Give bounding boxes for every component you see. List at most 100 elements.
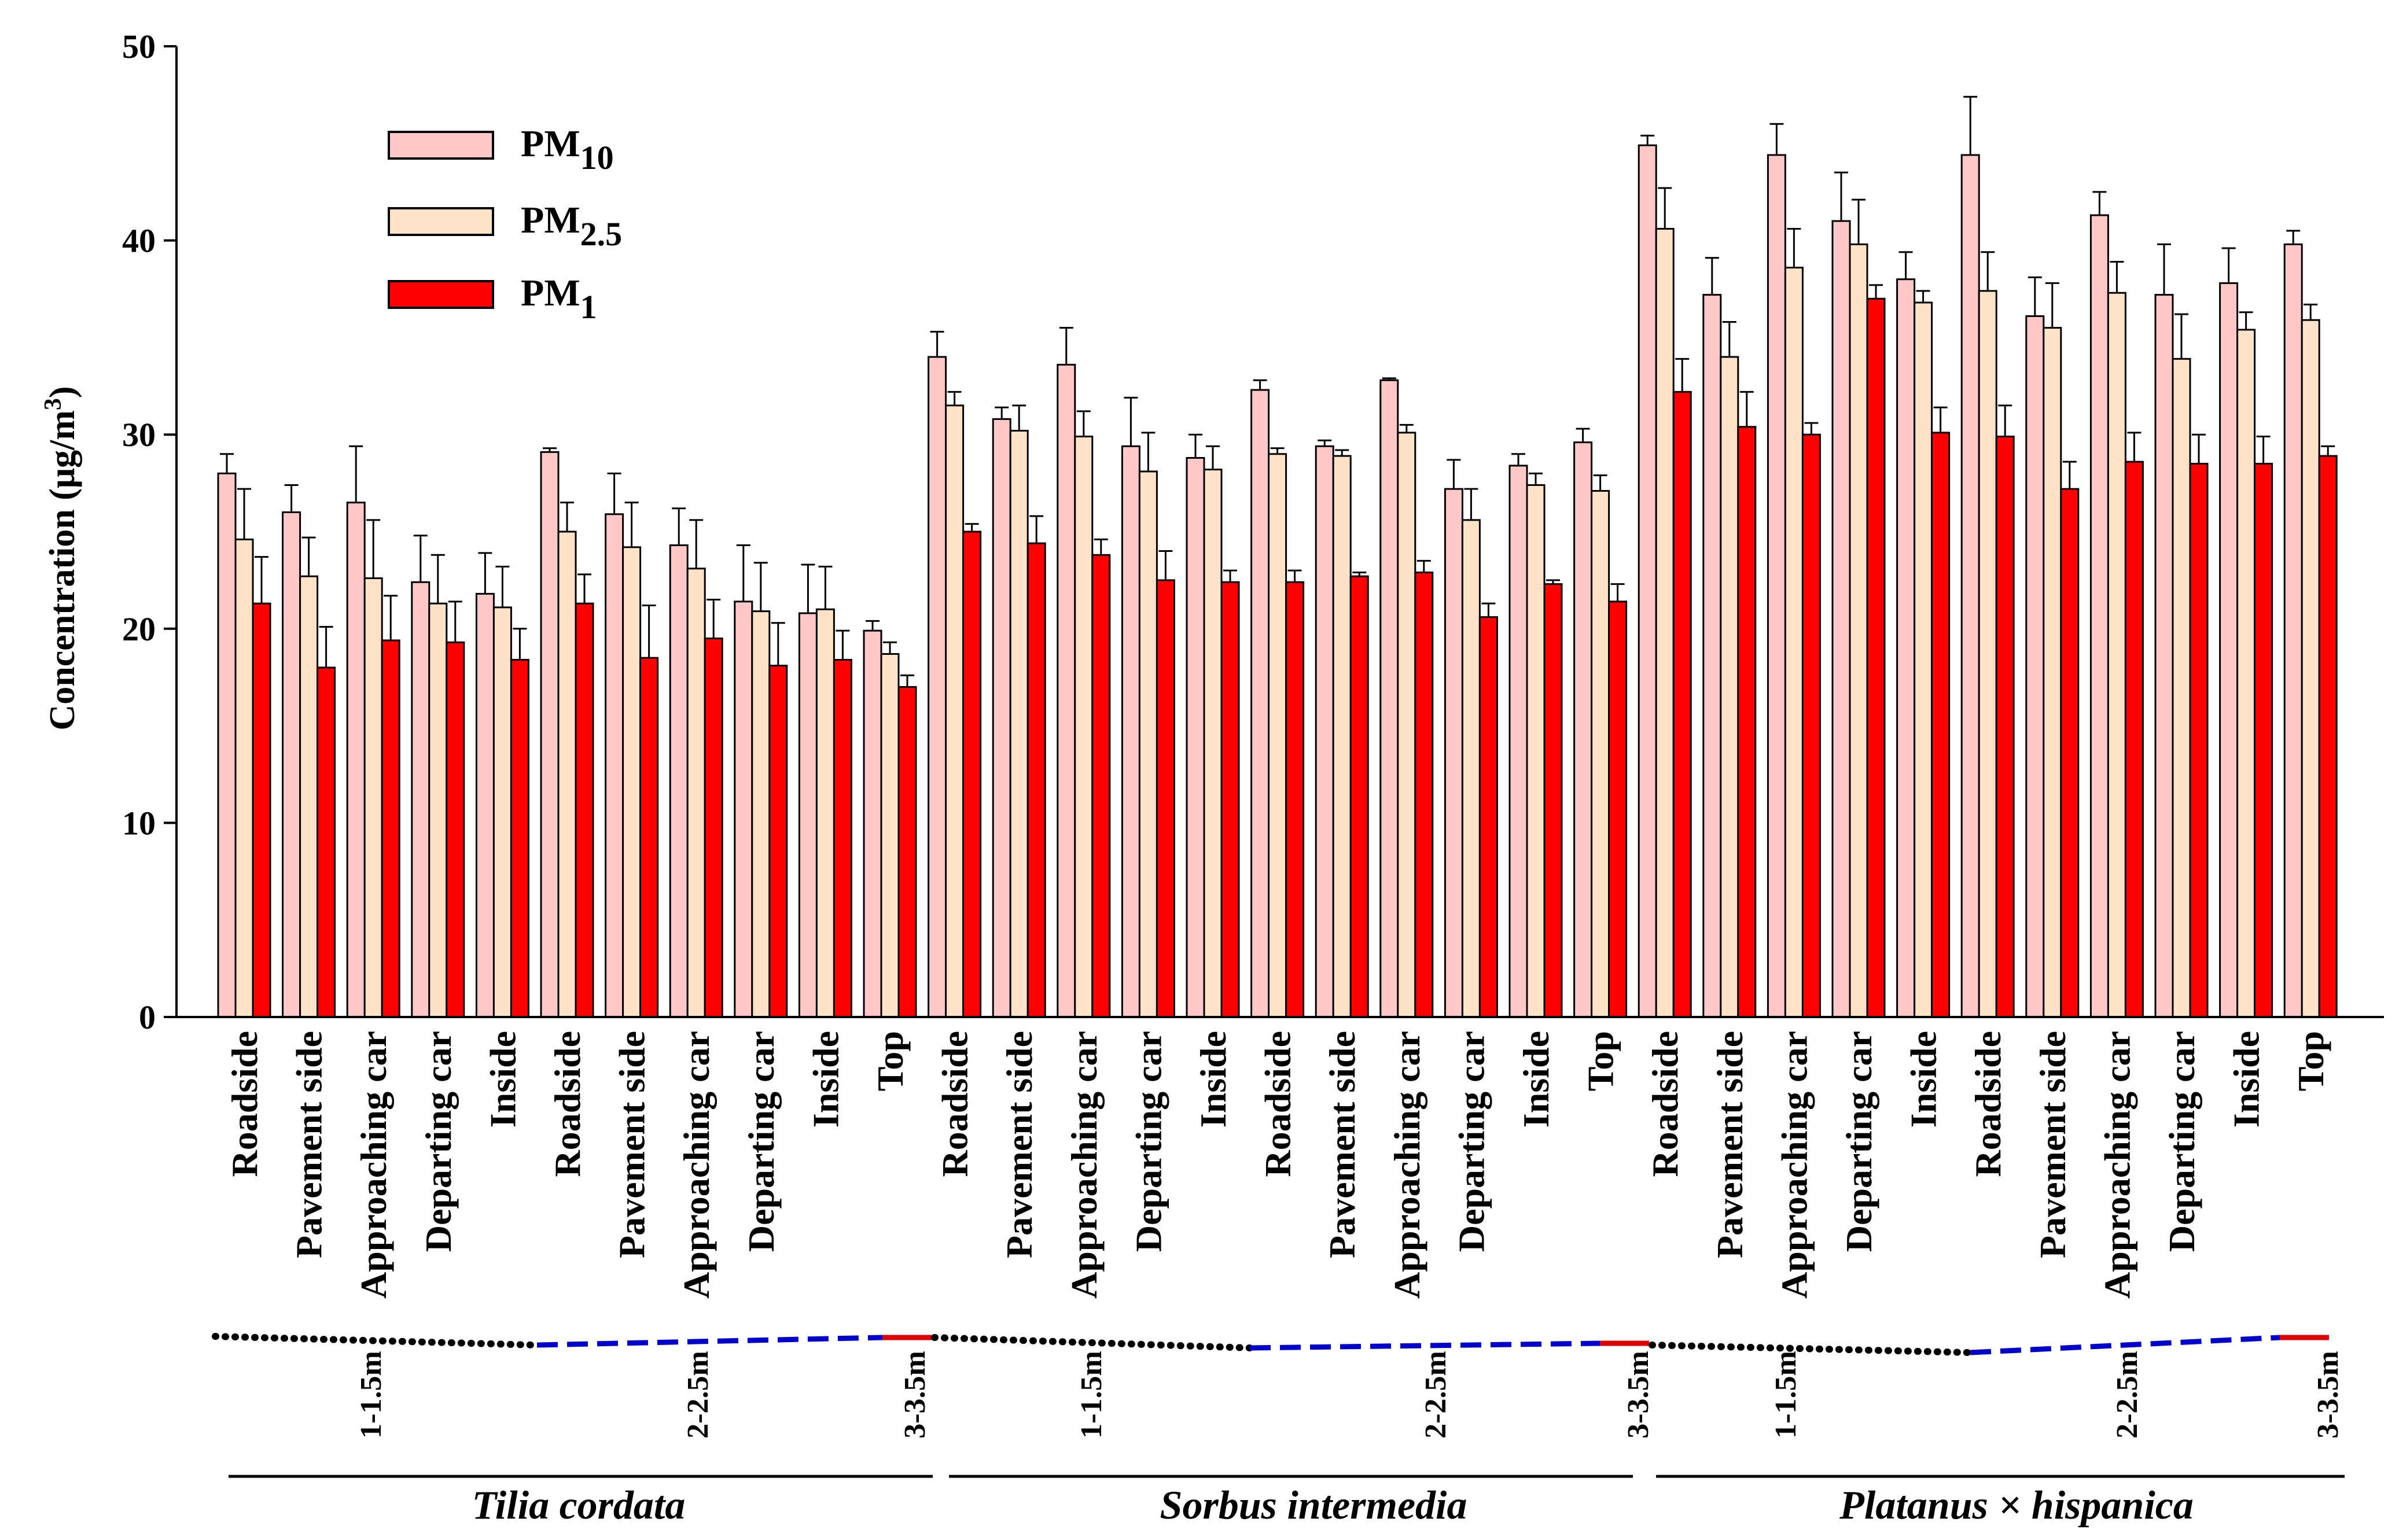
bar-pm1-8	[768, 665, 788, 1018]
bar-pm10-2	[346, 502, 366, 1018]
x-category-label-13: Approaching car	[1064, 1031, 1105, 1299]
bar-pm10-25	[1831, 220, 1851, 1018]
bar-pm25-5	[557, 530, 577, 1018]
height-label-3: 1-1.5m	[1075, 1351, 1108, 1439]
bar-pm25-14	[1138, 470, 1158, 1018]
bar-pm10-23	[1702, 294, 1722, 1018]
bar-pm1-7	[704, 638, 723, 1018]
bar-pm1-5	[575, 602, 594, 1018]
x-category-label-9: Inside	[805, 1031, 846, 1128]
legend-label-sub-2: 1	[580, 288, 597, 326]
bar-pm10-8	[734, 600, 753, 1018]
legend-label-sub-0: 10	[580, 139, 614, 176]
x-category-label-15: Inside	[1193, 1031, 1234, 1128]
x-category-label-7: Approaching car	[676, 1031, 717, 1299]
bar-pm1-3	[446, 641, 465, 1018]
height-line-low-0	[212, 1333, 539, 1349]
bar-pm1-9	[833, 658, 852, 1018]
bar-pm10-7	[669, 544, 689, 1018]
bar-pm1-28	[2060, 488, 2080, 1018]
x-category-label-10: Top	[870, 1031, 911, 1091]
bar-pm10-16	[1250, 389, 1270, 1018]
bar-pm10-21	[1573, 441, 1593, 1018]
x-category-label-31: Inside	[2226, 1031, 2267, 1128]
bar-pm1-21	[1608, 600, 1628, 1018]
bar-pm10-0	[217, 472, 237, 1018]
species-label-0: Tilia cordata	[472, 1483, 686, 1528]
legend-label-base-0: PM	[521, 123, 580, 165]
bar-pm1-14	[1156, 579, 1175, 1018]
x-category-label-12: Pavement side	[999, 1031, 1040, 1258]
bar-pm1-6	[639, 657, 659, 1018]
x-category-label-25: Departing car	[1838, 1031, 1879, 1252]
bar-pm10-10	[863, 629, 882, 1018]
x-category-label-30: Departing car	[2161, 1031, 2202, 1252]
bar-pm10-19	[1444, 488, 1463, 1018]
x-category-label-22: Roadside	[1644, 1031, 1686, 1177]
bar-pm25-28	[2043, 327, 2062, 1018]
bar-pm1-20	[1543, 583, 1563, 1018]
bar-pm10-18	[1379, 379, 1399, 1018]
bar-pm25-4	[492, 606, 512, 1018]
bar-pm10-14	[1121, 445, 1140, 1018]
height-line-low-1	[931, 1334, 1253, 1351]
y-axis-title-sup: 3	[40, 398, 67, 410]
bar-pm10-22	[1638, 144, 1657, 1018]
bar-pm10-11	[928, 356, 947, 1018]
x-category-label-27: Roadside	[1967, 1031, 2008, 1177]
y-tick-label-20: 20	[122, 610, 156, 648]
height-line-mid-1	[1249, 1340, 1600, 1351]
bar-pm25-26	[1914, 301, 1933, 1018]
y-axis-title-close: )	[43, 386, 82, 398]
bar-pm1-27	[1995, 436, 2015, 1018]
legend-swatch-pm25	[388, 207, 494, 236]
height-label-4: 2-2.5m	[1419, 1351, 1452, 1439]
x-category-label-14: Departing car	[1128, 1031, 1169, 1252]
bar-pm1-18	[1414, 571, 1434, 1018]
bar-pm1-13	[1091, 554, 1111, 1018]
bar-pm1-2	[381, 639, 400, 1018]
bar-pm1-26	[1931, 432, 1951, 1018]
bar-pm10-26	[1896, 278, 1916, 1018]
bar-pm25-32	[2301, 319, 2320, 1018]
bar-pm10-32	[2283, 243, 2303, 1018]
bar-pm10-13	[1057, 363, 1076, 1018]
bar-pm25-6	[622, 546, 642, 1018]
bar-pm1-23	[1737, 426, 1757, 1018]
axes: 0 10 20 30 40 50 Concentration (μg/m3) Roadside…	[40, 28, 2384, 1299]
height-label-0: 1-1.5m	[355, 1351, 388, 1439]
y-axis-title: Concentration (μg/m3)	[40, 386, 82, 730]
x-category-label-16: Roadside	[1257, 1031, 1298, 1177]
x-category-label-1: Pavement side	[289, 1031, 330, 1258]
y-tick-label-40: 40	[122, 222, 156, 260]
bar-pm25-15	[1203, 469, 1223, 1018]
bar-pm25-19	[1461, 519, 1481, 1018]
bar-pm25-24	[1784, 267, 1804, 1018]
bar-pm10-9	[798, 612, 818, 1018]
bar-pm1-22	[1672, 390, 1692, 1018]
bar-pm25-0	[234, 538, 254, 1018]
height-and-species-annotations: 1-1.5m 2-2.5m 3-3.5m 1-1.5m 2-2.5m 3-3.5m 1-1.…	[212, 1333, 2345, 1528]
bar-pm1-32	[2318, 455, 2338, 1018]
species-label-1: Sorbus intermedia	[1160, 1483, 1467, 1528]
bar-pm1-15	[1220, 581, 1240, 1018]
bar-pm25-3	[428, 602, 448, 1018]
bar-pm10-29	[2089, 214, 2109, 1018]
bar-pm25-29	[2107, 292, 2126, 1018]
x-category-label-24: Approaching car	[1774, 1031, 1815, 1299]
bar-pm25-16	[1268, 453, 1287, 1018]
bar-pm1-24	[1801, 433, 1821, 1018]
bar-pm25-20	[1526, 484, 1546, 1018]
legend-label-sub-1: 2.5	[580, 215, 623, 253]
x-category-label-3: Departing car	[418, 1031, 459, 1252]
bar-pm25-27	[1978, 290, 1997, 1018]
bar-pm25-12	[1009, 429, 1029, 1018]
y-tick-label-50: 50	[122, 28, 156, 65]
bar-pm10-24	[1767, 154, 1786, 1018]
bar-pm25-7	[686, 568, 706, 1018]
legend-label-base-2: PM	[521, 272, 580, 314]
bar-pm10-1	[282, 511, 301, 1018]
bar-pm25-31	[2236, 329, 2256, 1018]
bar-pm10-12	[992, 418, 1011, 1018]
height-line-low-2	[1649, 1342, 1974, 1356]
